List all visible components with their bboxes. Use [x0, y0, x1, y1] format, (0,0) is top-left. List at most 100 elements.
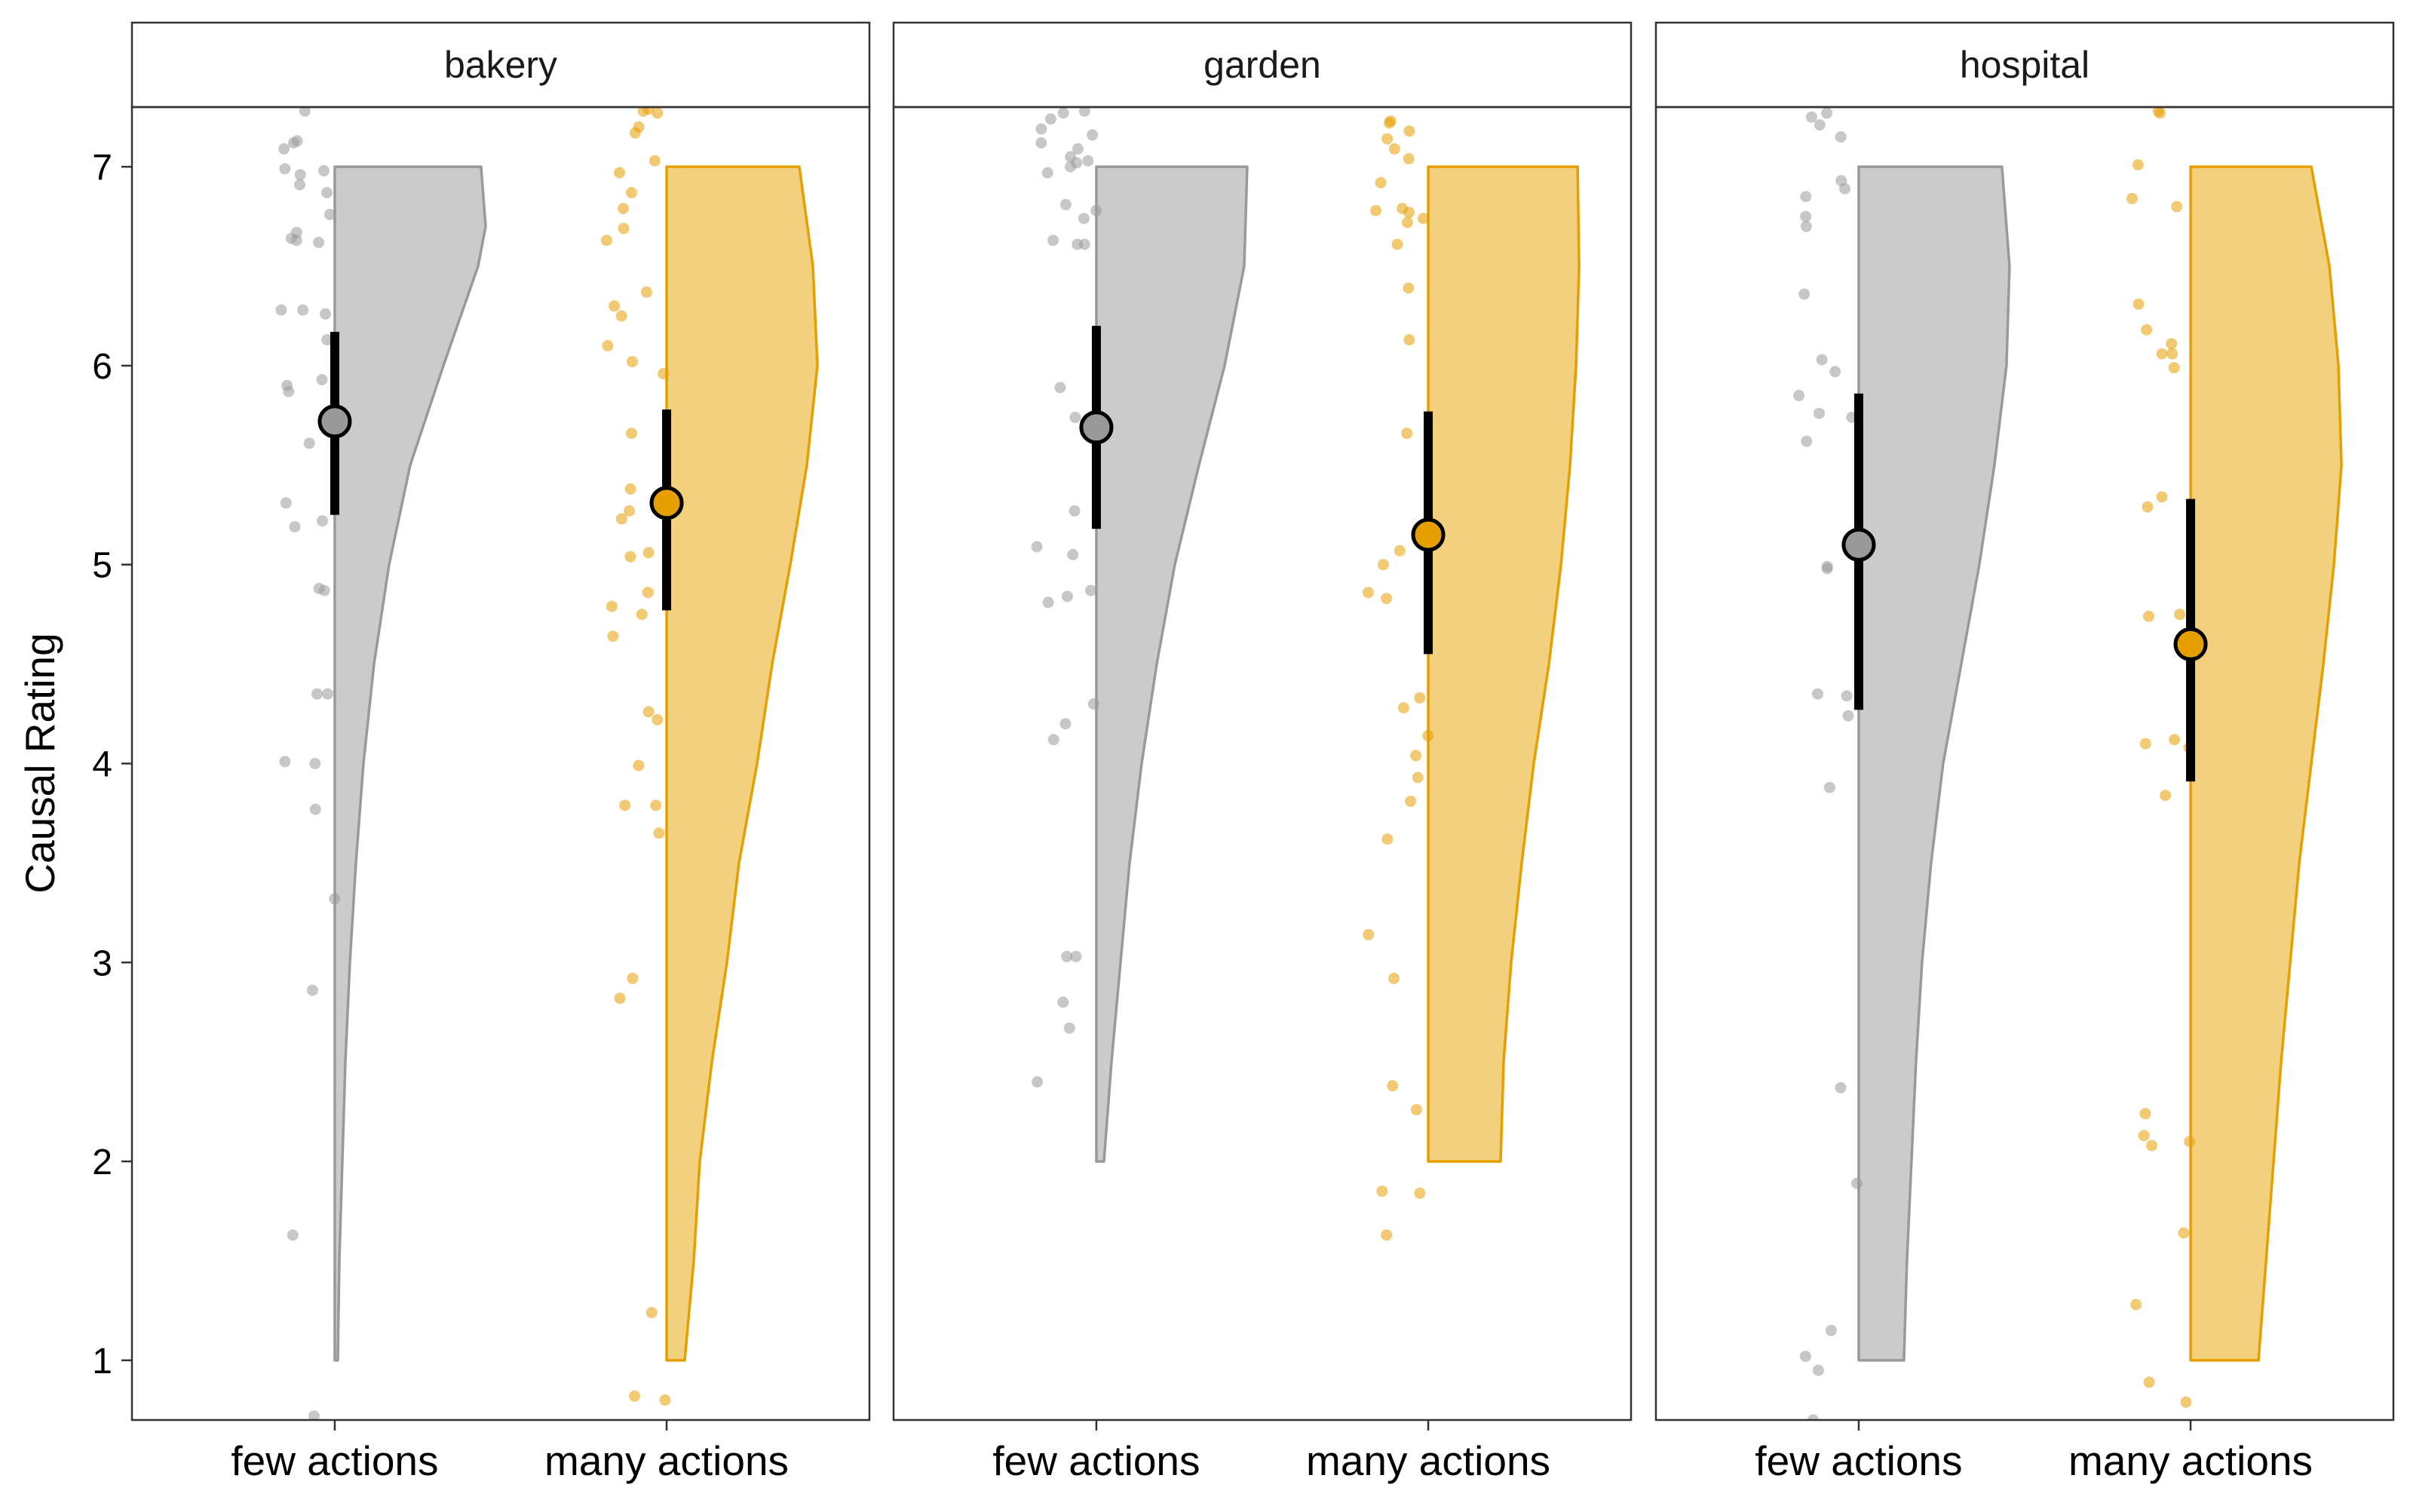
raw-point: [1062, 590, 1073, 603]
y-tick-label: 7: [92, 148, 112, 188]
density-few-actions: [1095, 165, 1249, 1163]
density-few-actions: [1857, 165, 2011, 1362]
raw-point: [321, 186, 333, 198]
density-many-actions: [2189, 165, 2343, 1362]
raw-point: [1800, 220, 1812, 232]
raw-point: [2160, 790, 2172, 802]
raw-point: [633, 759, 645, 771]
raw-point: [1032, 1076, 1044, 1088]
raw-point: [281, 379, 293, 391]
raw-point: [303, 437, 315, 449]
raw-point: [658, 368, 670, 379]
raw-point: [1410, 1104, 1422, 1115]
raw-point: [2180, 1396, 2192, 1408]
raw-point: [1059, 718, 1072, 730]
raw-point: [1377, 559, 1389, 571]
raw-point: [642, 706, 655, 718]
raw-point: [1087, 698, 1099, 710]
raw-point: [642, 547, 655, 559]
raw-point: [1829, 366, 1841, 378]
raw-point: [652, 714, 664, 725]
raw-point: [2171, 201, 2183, 213]
facet-strip: [892, 21, 1633, 109]
raw-point: [1381, 1229, 1393, 1241]
raw-point: [1082, 155, 1094, 167]
raw-point: [1041, 167, 1053, 179]
panel-marks-bakery: [275, 107, 819, 1420]
raw-point: [1825, 1324, 1837, 1336]
raw-point: [1414, 692, 1426, 704]
raw-point: [294, 169, 306, 181]
raw-point: [1035, 123, 1047, 135]
raw-point: [1397, 702, 1409, 714]
x-tick-label: few actions: [1755, 1437, 1962, 1484]
raw-point: [1799, 1351, 1811, 1363]
x-tick-label: few actions: [231, 1437, 438, 1484]
raw-point: [1072, 238, 1084, 250]
mean-point: [1411, 517, 1446, 552]
density-few-actions: [333, 165, 487, 1362]
raw-point: [650, 799, 662, 811]
raw-point: [1059, 198, 1072, 210]
raw-point: [317, 515, 328, 527]
raw-point: [323, 208, 336, 220]
panel-marks-hospital: [1793, 107, 2343, 1420]
raw-point: [633, 121, 645, 133]
mean-point: [1079, 410, 1114, 445]
raw-point: [297, 304, 309, 316]
y-tick-label: 2: [92, 1142, 112, 1182]
raw-point: [1035, 137, 1047, 149]
raw-point: [2156, 348, 2168, 360]
raw-point: [2169, 734, 2181, 746]
raw-point: [1391, 238, 1403, 250]
mean-point: [1841, 527, 1876, 562]
raw-point: [642, 107, 655, 115]
raw-point: [2143, 1376, 2155, 1388]
raw-point: [615, 513, 627, 525]
raw-point: [601, 235, 612, 247]
raw-point: [1065, 151, 1077, 163]
raw-point: [1418, 213, 1429, 225]
raw-point: [1057, 996, 1069, 1008]
raw-point: [1054, 382, 1066, 394]
raw-point: [1816, 354, 1828, 366]
raw-point: [1057, 107, 1069, 119]
raw-point: [2166, 348, 2178, 360]
raw-point: [1412, 771, 1424, 784]
raw-point: [653, 827, 665, 839]
y-tick-label: 5: [92, 546, 112, 586]
raw-point: [1388, 143, 1400, 155]
raw-point: [1078, 213, 1090, 225]
raw-point: [2132, 159, 2144, 170]
raw-point: [2126, 192, 2138, 204]
chart-marks: [275, 107, 2343, 1420]
raw-point: [309, 803, 321, 815]
raw-point: [2168, 362, 2180, 374]
raw-point: [299, 107, 311, 117]
raw-point: [615, 310, 627, 322]
raw-point: [1381, 133, 1394, 145]
raw-point: [640, 286, 652, 298]
raw-point: [1793, 390, 1805, 401]
raw-point: [1078, 107, 1090, 117]
raw-point: [322, 688, 334, 700]
raw-point: [308, 1410, 320, 1420]
raw-point: [1387, 1080, 1399, 1092]
raw-point: [1403, 334, 1415, 346]
raw-point: [279, 756, 291, 768]
raw-point: [1814, 407, 1825, 419]
raw-point: [1414, 1187, 1426, 1199]
raw-point: [1072, 143, 1084, 155]
raw-point: [648, 155, 661, 167]
raw-point: [619, 799, 631, 811]
raw-point: [289, 521, 301, 533]
raw-point: [1841, 690, 1853, 702]
raw-point: [1405, 796, 1417, 808]
y-tick-label: 4: [92, 745, 112, 785]
raw-point: [609, 300, 621, 312]
raw-point: [2142, 501, 2154, 513]
panel-backgrounds: [132, 107, 2393, 1420]
raw-point: [2166, 338, 2178, 350]
raw-point: [614, 992, 626, 1004]
